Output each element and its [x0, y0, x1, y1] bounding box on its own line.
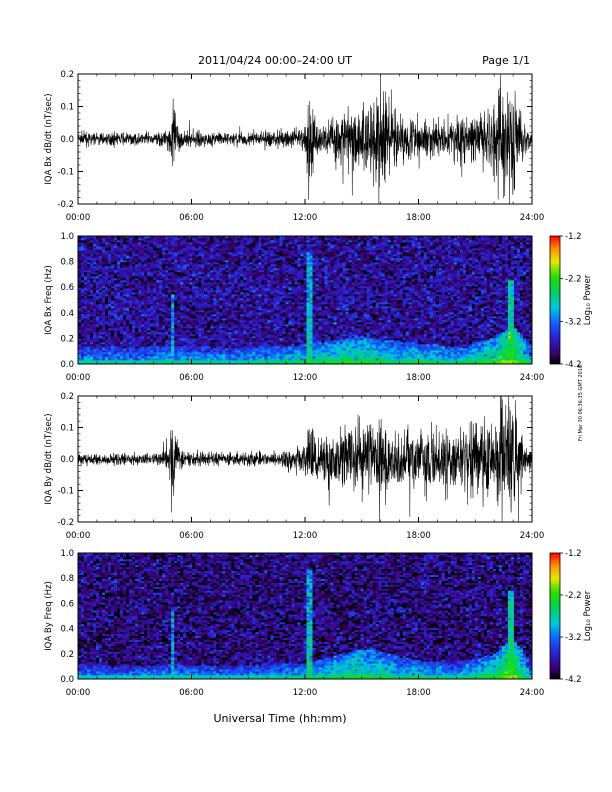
- colorbar-label: Log₁₀ Power: [583, 590, 593, 641]
- colorbar-tick-label: -3.2: [565, 317, 582, 327]
- y-tick-label: 0.6: [60, 599, 74, 609]
- colorbar-tick-label: -1.2: [565, 549, 582, 559]
- y-tick-label: -0.1: [57, 168, 74, 178]
- x-tick-label: 18:00: [406, 213, 431, 223]
- x-axis-label: Universal Time (hh:mm): [214, 712, 347, 725]
- y-tick-label: 0.1: [60, 103, 74, 113]
- colorbar-gradient: [550, 553, 560, 679]
- y-tick-label: 0.0: [60, 455, 74, 465]
- y-tick-label: 0.2: [60, 650, 74, 660]
- spectrogram-panel: 00:00 06:00 12:00 18:00 24:00 1.0 0.8 0.6 0.4 0.2…: [44, 232, 544, 383]
- x-tick-label: 00:00: [66, 373, 91, 383]
- y-tick-label: 0.8: [60, 574, 74, 584]
- x-tick-label: 06:00: [179, 213, 204, 223]
- y-tick-label: 0.0: [60, 135, 74, 145]
- x-tick-label: 06:00: [179, 531, 204, 541]
- y-tick-label: -0.2: [57, 518, 74, 528]
- x-tick-label: 00:00: [66, 213, 91, 223]
- x-tick-label: 06:00: [179, 373, 204, 383]
- x-tick-label: 24:00: [520, 373, 545, 383]
- spectrogram-cells: [78, 236, 532, 364]
- y-tick-label: 1.0: [60, 549, 74, 559]
- y-axis-label: IQA Bx Freq (Hz): [44, 265, 54, 335]
- y-tick-label: 0.2: [60, 392, 74, 402]
- y-tick-label: -0.1: [57, 487, 74, 497]
- y-axis-label: IQA By Freq (Hz): [44, 581, 54, 651]
- x-tick-label: 24:00: [520, 213, 545, 223]
- x-tick-label: 24:00: [520, 531, 545, 541]
- y-tick-label: 0.8: [60, 258, 74, 268]
- x-tick-label: 18:00: [406, 373, 431, 383]
- y-tick-label: -0.2: [57, 200, 74, 210]
- x-tick-label: 12:00: [293, 688, 318, 698]
- y-tick-label: 0.2: [60, 70, 74, 80]
- page-number: Page 1/1: [482, 54, 530, 67]
- series-line: [78, 74, 532, 204]
- y-tick-label: 1.0: [60, 232, 74, 242]
- x-tick-label: 18:00: [406, 688, 431, 698]
- x-tick-label: 12:00: [293, 531, 318, 541]
- x-tick-label: 00:00: [66, 531, 91, 541]
- x-tick-label: 06:00: [179, 688, 204, 698]
- colorbar-tick-label: -3.2: [565, 633, 582, 643]
- timeseries-panel: 00:00 06:00 12:00 18:00 24:00 0.2 0.1 0.0 -0.1 -0…: [44, 392, 544, 541]
- colorbar: -1.2 -2.2 -3.2 -4.2 Log₁₀ Power: [550, 549, 593, 685]
- timeseries-panel: 00:00 06:00 12:00 18:00 24:00 0.2 0.1 0.0 -0.1 -0…: [44, 70, 544, 223]
- y-tick-label: 0.2: [60, 334, 74, 344]
- series-line: [78, 396, 532, 522]
- colorbar-tick-label: -4.2: [565, 675, 582, 685]
- colorbar-gradient: [550, 236, 560, 364]
- colorbar-label: Log₁₀ Power: [583, 274, 593, 325]
- panels: 00:00 06:00 12:00 18:00 24:00 0.2 0.1 0.0 -0.1 -0…: [44, 70, 544, 698]
- page-title: 2011/04/24 00:00–24:00 UT: [198, 54, 352, 67]
- y-tick-label: 0.6: [60, 283, 74, 293]
- y-tick-label: 0.0: [60, 360, 74, 370]
- x-tick-label: 12:00: [293, 213, 318, 223]
- y-tick-label: 0.1: [60, 424, 74, 434]
- x-tick-label: 00:00: [66, 688, 91, 698]
- colorbar-tick-label: -2.2: [565, 591, 582, 601]
- y-axis-label: IQA Bx dB/dt (nT/sec): [44, 93, 54, 184]
- x-tick-label: 12:00: [293, 373, 318, 383]
- x-tick-label: 24:00: [520, 688, 545, 698]
- y-tick-label: 0.4: [60, 309, 74, 319]
- colorbar-tick-label: -1.2: [565, 232, 582, 242]
- spectrogram-cells: [78, 553, 532, 679]
- x-tick-label: 18:00: [406, 531, 431, 541]
- colorbar-tick-label: -2.2: [565, 275, 582, 285]
- timestamp-note: Fri Mar 30 06:36:35 GMT 2018: [578, 365, 584, 441]
- y-tick-label: 0.0: [60, 675, 74, 685]
- y-tick-label: 0.4: [60, 625, 74, 635]
- y-axis-label: IQA By dB/dt (nT/sec): [44, 413, 54, 504]
- spectrogram-panel: 00:00 06:00 12:00 18:00 24:00 1.0 0.8 0.6 0.4 0.2…: [44, 549, 544, 698]
